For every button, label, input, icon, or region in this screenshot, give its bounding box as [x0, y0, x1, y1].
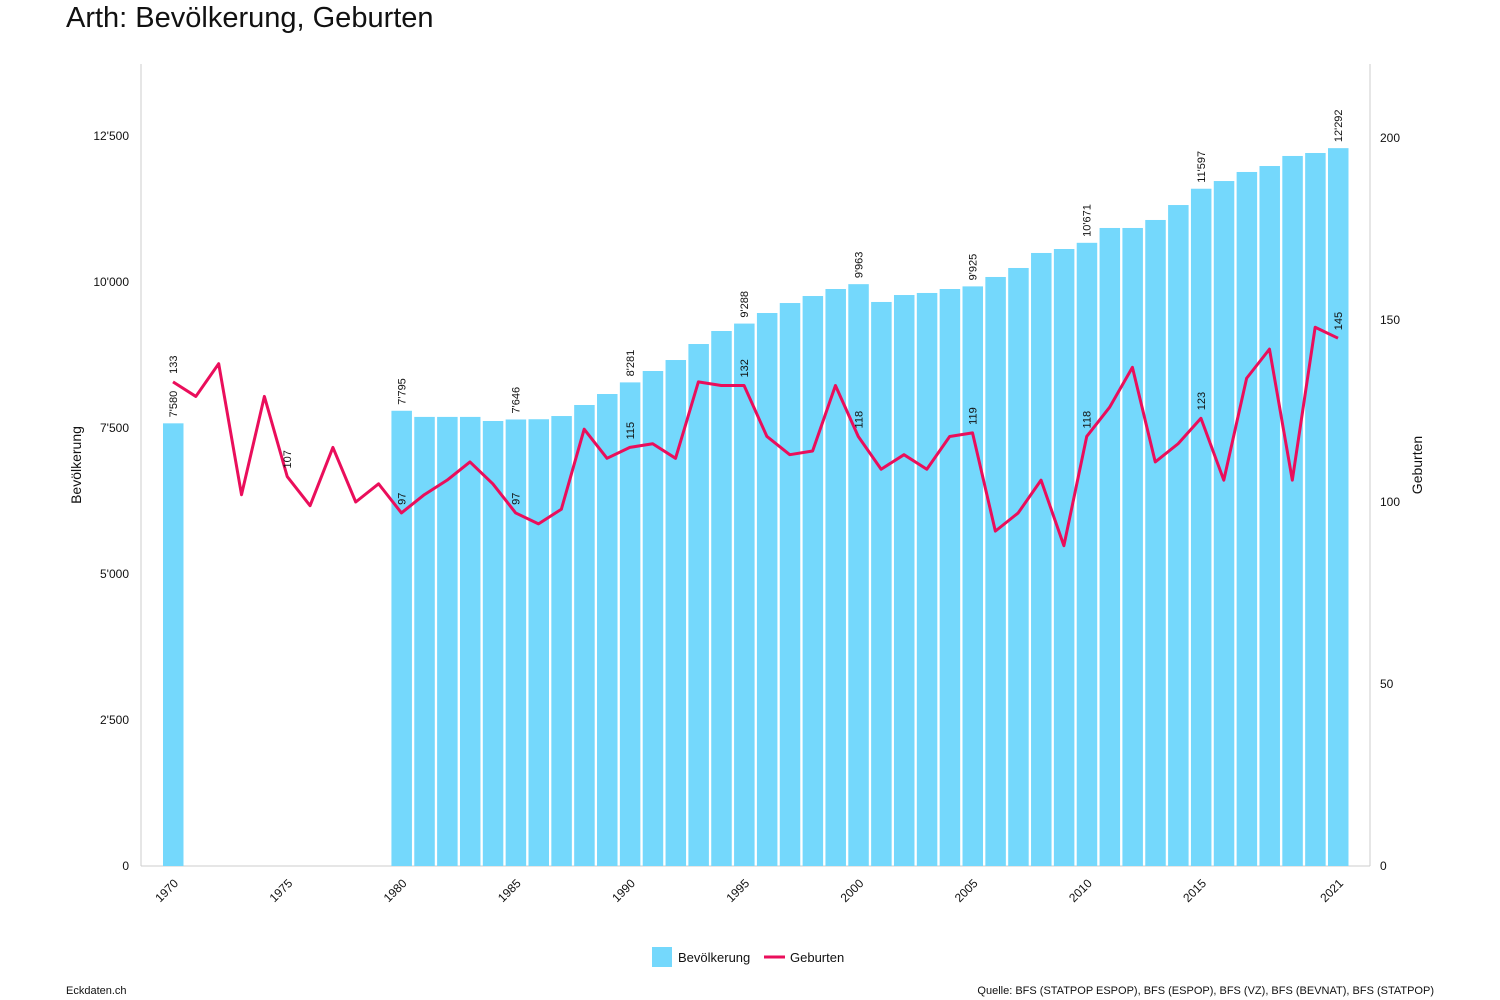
x-tick-label: 2005	[952, 876, 981, 905]
bar-1990	[619, 382, 641, 866]
line-label: 97	[396, 493, 408, 505]
x-tick-label: 2000	[838, 876, 867, 905]
bar-2000	[848, 284, 869, 867]
line-label: 123	[1196, 392, 1208, 410]
bar-2020	[1305, 152, 1326, 867]
bar-1991	[642, 371, 664, 866]
bar-label: 12'292	[1333, 109, 1345, 142]
bar-2006	[985, 276, 1006, 866]
bar-1970	[163, 423, 184, 866]
y-axis-title: Bevölkerung	[68, 426, 84, 504]
bar-2011	[1099, 227, 1121, 867]
bar-2002	[893, 295, 915, 866]
bar-label: 8'281	[625, 350, 637, 377]
bar-1982	[437, 416, 458, 866]
bar-2009	[1053, 249, 1075, 866]
y2-tick-label: 150	[1380, 313, 1400, 327]
x-tick-label: 2021	[1317, 876, 1346, 905]
bar-2021	[1328, 148, 1349, 866]
footer-source: Quelle: BFS (STATPOP ESPOP), BFS (ESPOP)…	[977, 985, 1434, 997]
x-tick-label: 2015	[1180, 876, 1209, 905]
x-tick-label: 1980	[381, 876, 410, 905]
y-tick-label: 0	[122, 859, 129, 873]
line-label: 118	[1082, 411, 1094, 429]
bar-2014	[1168, 205, 1189, 866]
x-tick-label: 1970	[152, 876, 181, 905]
chart-title: Arth: Bevölkerung, Geburten	[66, 2, 434, 34]
bar-label: 9'963	[853, 252, 865, 279]
bar-2012	[1122, 227, 1143, 867]
x-tick-label: 1985	[495, 876, 524, 905]
bar-1985	[505, 419, 527, 866]
y2-tick-label: 200	[1380, 131, 1400, 145]
x-tick-label: 1975	[267, 876, 296, 905]
y-tick-label: 2'500	[100, 713, 129, 727]
bar-1980	[391, 410, 412, 866]
bar-2005	[962, 286, 984, 866]
bar-label: 7'580	[168, 391, 180, 418]
bar-1996	[756, 313, 778, 867]
legend-label-births: Geburten	[790, 950, 844, 965]
bar-label: 9'925	[968, 254, 980, 281]
footer-site: Eckdaten.ch	[66, 985, 127, 997]
bar-2016	[1213, 181, 1235, 867]
bar-2008	[1031, 252, 1052, 866]
line-label: 133	[168, 356, 180, 374]
bar-2003	[916, 292, 938, 866]
bar-2004	[939, 289, 961, 866]
y-tick-label: 7'500	[100, 421, 129, 435]
y2-tick-label: 50	[1380, 677, 1394, 691]
y2-tick-label: 0	[1380, 859, 1387, 873]
line-label: 115	[625, 422, 637, 440]
bar-1997	[779, 303, 801, 866]
bar-2007	[1008, 267, 1029, 866]
bar-label: 9'288	[739, 291, 751, 318]
line-label: 145	[1333, 312, 1345, 330]
bar-1989	[597, 394, 618, 866]
bar-1999	[825, 289, 846, 866]
bar-1987	[551, 416, 572, 866]
line-label: 118	[853, 411, 865, 429]
y2-axis-title: Geburten	[1409, 436, 1425, 494]
line-label: 132	[739, 359, 751, 377]
line-label: 107	[282, 450, 294, 468]
bar-1988	[574, 404, 595, 866]
bar-1993	[688, 344, 709, 866]
line-label: 119	[968, 407, 980, 425]
bar-1984	[482, 420, 504, 866]
bar-1983	[459, 416, 481, 866]
y-tick-label: 5'000	[100, 567, 129, 581]
bar-1998	[802, 296, 824, 866]
bar-2019	[1282, 155, 1303, 867]
bar-1981	[414, 416, 435, 866]
bar-1995	[734, 323, 755, 866]
legend-swatch-population	[652, 947, 672, 967]
bar-2013	[1145, 219, 1166, 867]
bar-label: 11'597	[1196, 151, 1208, 183]
y-tick-label: 10'000	[93, 275, 129, 289]
bar-1992	[665, 360, 687, 866]
bar-2001	[871, 301, 892, 867]
y-tick-label: 12'500	[93, 129, 129, 143]
legend-label-population: Bevölkerung	[678, 950, 750, 965]
y2-tick-label: 100	[1380, 495, 1400, 509]
bar-label: 7'795	[396, 378, 408, 405]
x-tick-label: 2010	[1066, 876, 1095, 905]
bar-label: 7'646	[511, 387, 523, 414]
line-label: 97	[511, 493, 523, 505]
x-tick-label: 1995	[723, 876, 752, 905]
bar-label: 10'671	[1082, 204, 1094, 237]
births-line	[172, 325, 1339, 548]
bar-2015	[1190, 188, 1212, 866]
bar-2018	[1259, 166, 1280, 867]
bar-2017	[1236, 171, 1258, 867]
x-tick-label: 1990	[609, 876, 638, 905]
bar-2010	[1076, 242, 1098, 866]
bar-1994	[711, 330, 732, 867]
bar-1986	[528, 419, 549, 866]
